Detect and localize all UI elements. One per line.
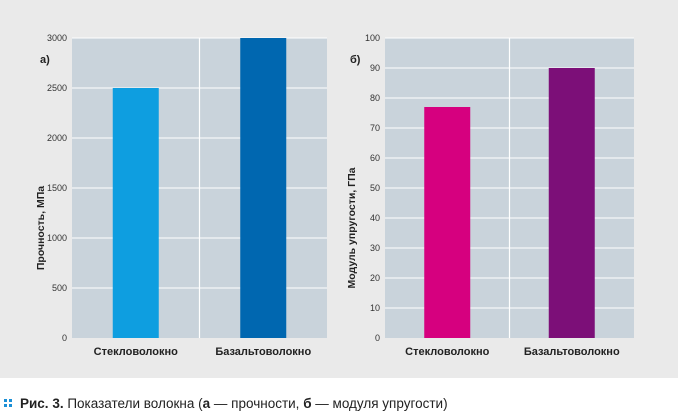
caption-text-2: — прочности,	[210, 395, 304, 411]
chart-b-ylabel: Модуль упругости, ГПа	[346, 167, 358, 288]
chart-a-ytick-label-3: 1500	[47, 183, 67, 193]
chart-b-category-label-1: Базальтоволокно	[524, 346, 620, 358]
caption-text-1: Показатели волокна (	[63, 395, 203, 411]
chart-a-category-label-1: Базальтоволокно	[215, 346, 311, 358]
chart-b-ytick-label-8: 80	[370, 93, 380, 103]
chart-a-bar-1	[240, 38, 287, 338]
chart-b-ytick-label-0: 0	[375, 333, 380, 343]
chart-a-ytick-label-1: 500	[52, 283, 67, 293]
chart-a-bar-0	[112, 88, 159, 338]
chart-b-bar-0	[424, 107, 471, 338]
chart-b-ytick-label-1: 10	[370, 303, 380, 313]
chart-a-ytick-label-0: 0	[62, 333, 67, 343]
chart-b-panel-label: б)	[350, 54, 361, 66]
chart-a-ytick-label-5: 2500	[47, 83, 67, 93]
caption-prefix: Рис. 3.	[20, 395, 64, 411]
caption-text-3: — модуля упругости)	[311, 395, 448, 411]
caption-bold-a: а	[202, 395, 211, 411]
caption-bold-b: б	[303, 395, 312, 411]
chart-a-category-label-0: Стекловолокно	[94, 346, 178, 358]
chart-a-ytick-label-6: 3000	[47, 33, 67, 43]
chart-b-category-label-0: Стекловолокно	[405, 346, 489, 358]
chart-b-ytick-label-3: 30	[370, 243, 380, 253]
chart-a-ytick-label-2: 1000	[47, 233, 67, 243]
chart-b-ytick-label-5: 50	[370, 183, 380, 193]
chart-b-ytick-label-2: 20	[370, 273, 380, 283]
chart-b-ytick-label-4: 40	[370, 213, 380, 223]
chart-b-bar-1	[548, 68, 595, 338]
figure-panel: 0 500 1000 1500 2000 2500 3000 Стекловолокно Баз…	[0, 0, 678, 378]
caption-dots-icon	[4, 399, 12, 407]
chart-a-ytick-label-4: 2000	[47, 133, 67, 143]
chart-b-ytick-label-10: 100	[365, 33, 380, 43]
chart-b-ytick-label-6: 60	[370, 153, 380, 163]
chart-b-ytick-label-7: 70	[370, 123, 380, 133]
chart-b-ytick-label-9: 90	[370, 63, 380, 73]
figure-caption: Рис. 3. Показатели волокна (а — прочност…	[4, 391, 448, 415]
chart-a-panel-label: а)	[40, 54, 50, 66]
chart-a-ylabel: Прочность, МПа	[35, 186, 47, 270]
